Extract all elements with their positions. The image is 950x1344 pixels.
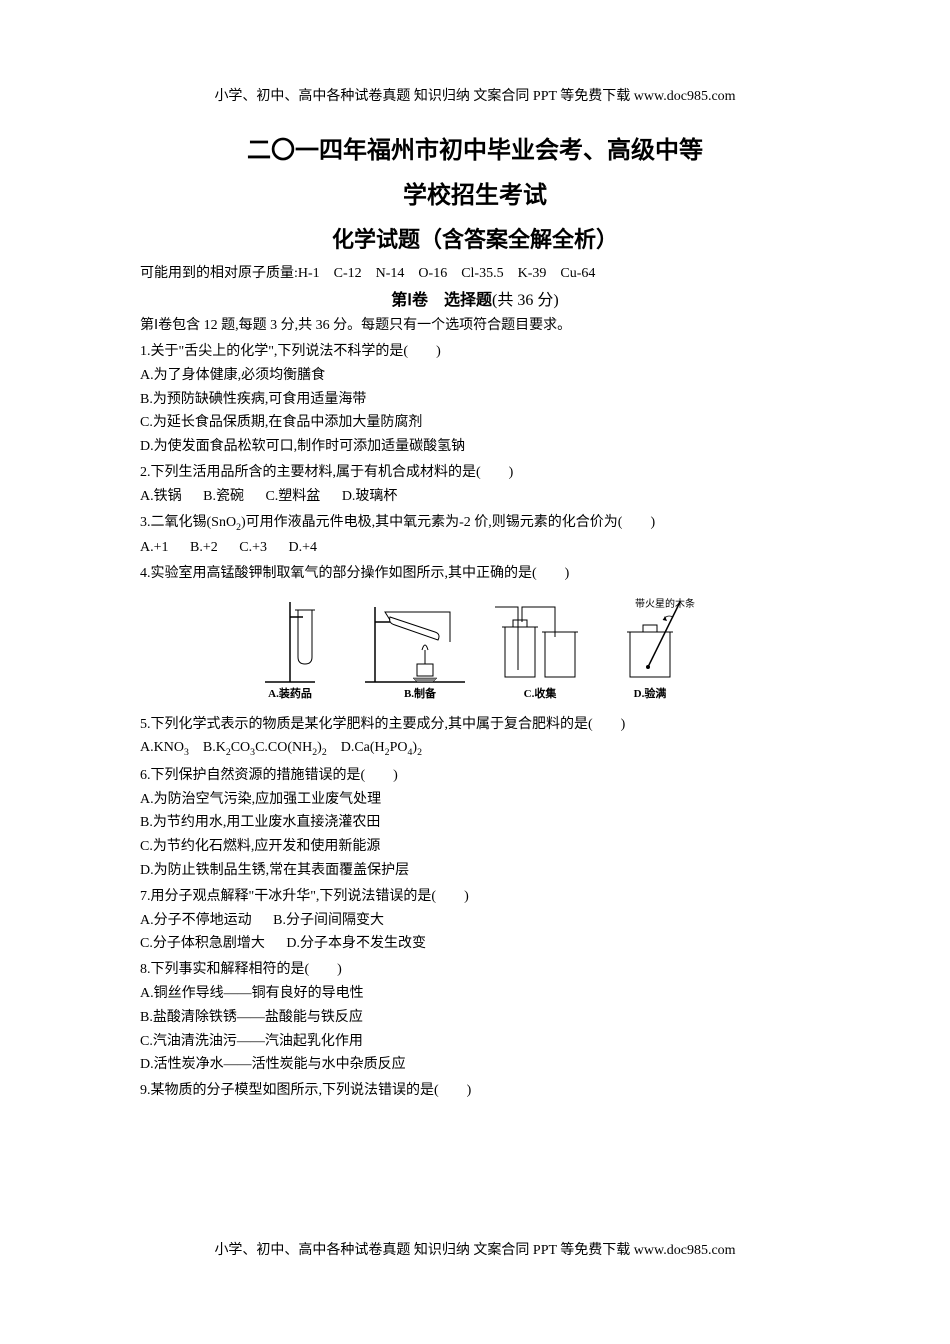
q6-option-a: A.为防治空气污染,应加强工业废气处理 (140, 788, 810, 812)
q1-stem: 1.关于"舌尖上的化学",下列说法不科学的是( ) (140, 340, 810, 364)
q8-option-a: A.铜丝作导线——铜有良好的导电性 (140, 982, 810, 1006)
q3-stem-suffix: )可用作液晶元件电极,其中氧元素为-2 价,则锡元素的化合价为( ) (241, 515, 655, 530)
q1-option-b: B.为预防缺碘性疾病,可食用适量海带 (140, 388, 810, 412)
q3-option-b: B.+2 (190, 536, 218, 560)
q7-option-b: B.分子间间隔变大 (273, 909, 384, 933)
q7-stem: 7.用分子观点解释"干冰升华",下列说法错误的是( ) (140, 885, 810, 909)
q7-option-d: D.分子本身不发生改变 (286, 932, 426, 956)
apparatus-a-label: A.装药品 (268, 686, 312, 700)
q8-option-b: B.盐酸清除铁锈——盐酸能与铁反应 (140, 1006, 810, 1030)
q1-option-d: D.为使发面食品松软可口,制作时可添加适量碳酸氢钠 (140, 435, 810, 459)
q6-option-d: D.为防止铁制品生锈,常在其表面覆盖保护层 (140, 859, 810, 883)
page-header: 小学、初中、高中各种试卷真题 知识归纳 文案合同 PPT 等免费下载 www.d… (0, 85, 950, 105)
question-7: 7.用分子观点解释"干冰升华",下列说法错误的是( ) A.分子不停地运动 B.… (140, 885, 810, 956)
apparatus-d-label: D.验满 (634, 686, 667, 700)
q7-row2: C.分子体积急剧增大 D.分子本身不发生改变 (140, 932, 810, 956)
apparatus-a-icon (265, 602, 315, 682)
title-line1: 二〇一四年福州市初中毕业会考、高级中等 (140, 130, 810, 165)
q1-option-a: A.为了身体健康,必须均衡膳食 (140, 364, 810, 388)
apparatus-c-label: C.收集 (524, 686, 558, 700)
q7-row1: A.分子不停地运动 B.分子间间隔变大 (140, 909, 810, 933)
q9-stem: 9.某物质的分子模型如图所示,下列说法错误的是( ) (140, 1079, 810, 1103)
question-1: 1.关于"舌尖上的化学",下列说法不科学的是( ) A.为了身体健康,必须均衡膳… (140, 340, 810, 459)
q2-option-d: D.玻璃杯 (342, 485, 398, 509)
q3-option-c: C.+3 (239, 536, 267, 560)
section-heading: 第Ⅰ卷 选择题(共 36 分) (140, 286, 810, 310)
q4-stem: 4.实验室用高锰酸钾制取氧气的部分操作如图所示,其中正确的是( ) (140, 562, 810, 586)
apparatus-diagram: A.装药品 B.制备 (235, 592, 715, 702)
apparatus-b-icon (365, 607, 465, 682)
q3-stem-prefix: 3.二氧化锡(SnO (140, 515, 236, 530)
q5-stem: 5.下列化学式表示的物质是某化学肥料的主要成分,其中属于复合肥料的是( ) (140, 713, 810, 737)
apparatus-d-note: 带火星的木条 (635, 597, 695, 610)
page-footer: 小学、初中、高中各种试卷真题 知识归纳 文案合同 PPT 等免费下载 www.d… (0, 1239, 950, 1259)
q8-option-c: C.汽油清洗油污——汽油起乳化作用 (140, 1030, 810, 1054)
section-points: (共 36 分) (492, 292, 559, 309)
q3-option-a: A.+1 (140, 536, 169, 560)
q7-option-c: C.分子体积急剧增大 (140, 932, 265, 956)
apparatus-d-icon (627, 602, 680, 677)
q8-option-d: D.活性炭净水——活性炭能与水中杂质反应 (140, 1053, 810, 1077)
question-9: 9.某物质的分子模型如图所示,下列说法错误的是( ) (140, 1079, 810, 1103)
apparatus-b-label: B.制备 (404, 686, 437, 700)
q2-option-c: C.塑料盆 (265, 485, 320, 509)
header-text: 小学、初中、高中各种试卷真题 知识归纳 文案合同 PPT 等免费下载 www.d… (214, 89, 735, 104)
q4-figure: A.装药品 B.制备 (140, 592, 810, 707)
section-heading-text: 第Ⅰ卷 选择题 (391, 292, 492, 309)
apparatus-c-icon (495, 607, 578, 677)
question-2: 2.下列生活用品所含的主要材料,属于有机合成材料的是( ) A.铁锅 B.瓷碗 … (140, 461, 810, 509)
q6-option-c: C.为节约化石燃料,应开发和使用新能源 (140, 835, 810, 859)
q2-option-b: B.瓷碗 (203, 485, 244, 509)
q2-options: A.铁锅 B.瓷碗 C.塑料盆 D.玻璃杯 (140, 485, 810, 509)
q3-stem: 3.二氧化锡(SnO2)可用作液晶元件电极,其中氧元素为-2 价,则锡元素的化合… (140, 511, 810, 536)
q8-stem: 8.下列事实和解释相符的是( ) (140, 958, 810, 982)
q7-option-a: A.分子不停地运动 (140, 909, 252, 933)
question-3: 3.二氧化锡(SnO2)可用作液晶元件电极,其中氧元素为-2 价,则锡元素的化合… (140, 511, 810, 560)
q2-stem: 2.下列生活用品所含的主要材料,属于有机合成材料的是( ) (140, 461, 810, 485)
q5-options: A.KNO3 B.K2CO3C.CO(NH2)2 D.Ca(H2PO4)2 (140, 736, 810, 761)
q6-option-b: B.为节约用水,用工业废水直接浇灌农田 (140, 811, 810, 835)
q3-options: A.+1 B.+2 C.+3 D.+4 (140, 536, 810, 560)
question-5: 5.下列化学式表示的物质是某化学肥料的主要成分,其中属于复合肥料的是( ) A.… (140, 713, 810, 762)
q2-option-a: A.铁锅 (140, 485, 182, 509)
q1-option-c: C.为延长食品保质期,在食品中添加大量防腐剂 (140, 411, 810, 435)
q6-stem: 6.下列保护自然资源的措施错误的是( ) (140, 764, 810, 788)
question-8: 8.下列事实和解释相符的是( ) A.铜丝作导线——铜有良好的导电性 B.盐酸清… (140, 958, 810, 1077)
question-6: 6.下列保护自然资源的措施错误的是( ) A.为防治空气污染,应加强工业废气处理… (140, 764, 810, 883)
subtitle: 化学试题（含答案全解全析） (140, 222, 810, 254)
footer-text: 小学、初中、高中各种试卷真题 知识归纳 文案合同 PPT 等免费下载 www.d… (214, 1243, 735, 1258)
atomic-masses: 可能用到的相对原子质量:H-1 C-12 N-14 O-16 Cl-35.5 K… (140, 262, 810, 282)
title-line2: 学校招生考试 (140, 175, 810, 210)
question-4: 4.实验室用高锰酸钾制取氧气的部分操作如图所示,其中正确的是( ) (140, 562, 810, 586)
document-content: 二〇一四年福州市初中毕业会考、高级中等 学校招生考试 化学试题（含答案全解全析）… (140, 130, 810, 1105)
section-note: 第Ⅰ卷包含 12 题,每题 3 分,共 36 分。每题只有一个选项符合题目要求。 (140, 314, 810, 334)
q3-option-d: D.+4 (288, 536, 317, 560)
